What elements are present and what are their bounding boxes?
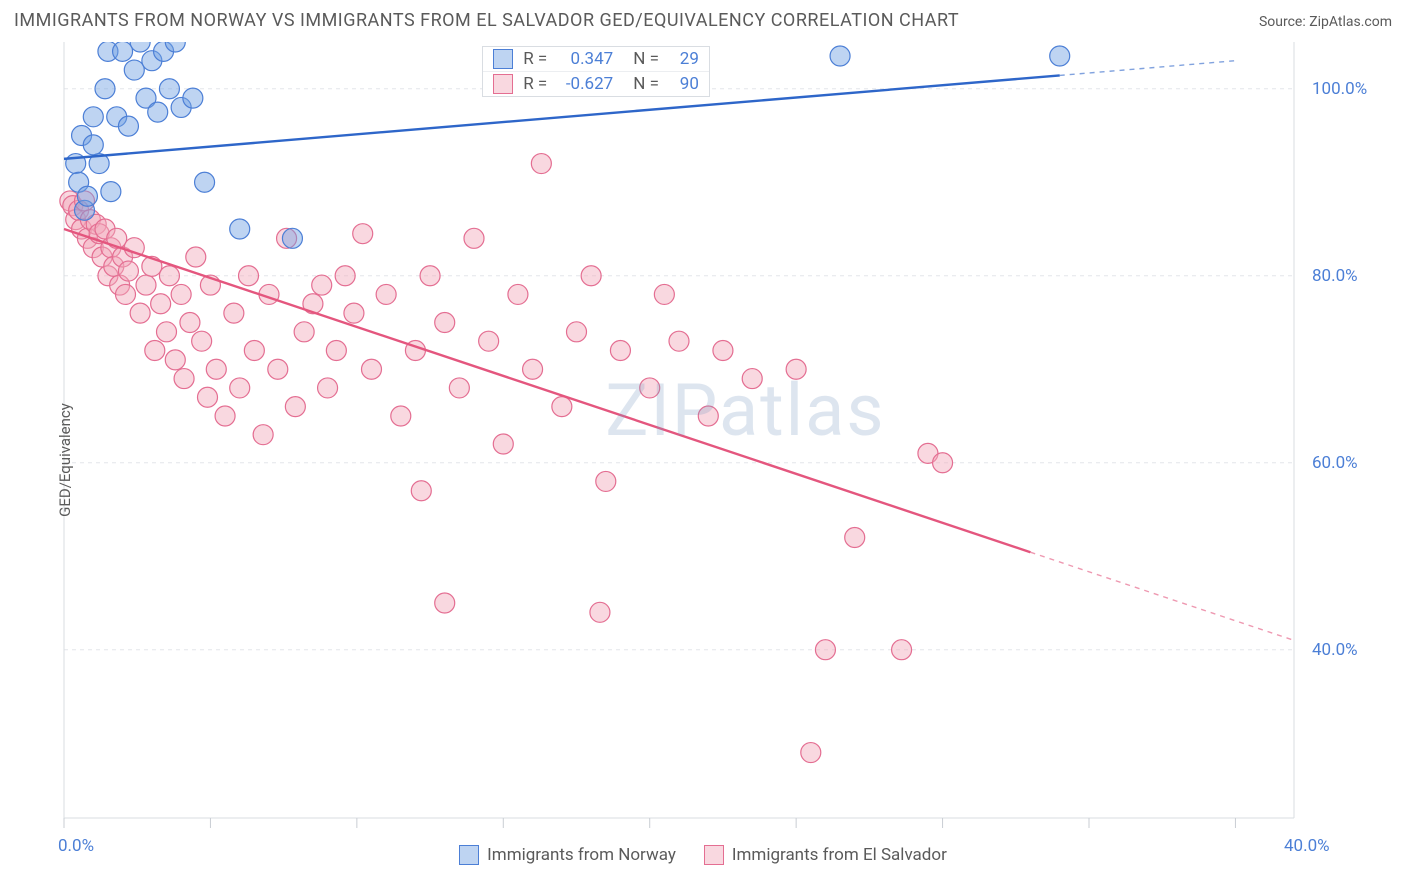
source-label: Source: ZipAtlas.com [1259, 14, 1392, 30]
legend-label-elsalvador: Immigrants from El Salvador [732, 845, 947, 865]
legend-label-norway: Immigrants from Norway [487, 845, 676, 865]
correlation-stats-box: R =0.347 N =29R =-0.627 N =90 [482, 46, 710, 97]
n-value-norway: 29 [669, 49, 699, 69]
swatch-elsalvador [493, 74, 513, 94]
y-axis-label: GED/Equivalency [56, 403, 74, 517]
y-tick-label: 80.0% [1312, 266, 1358, 286]
page-title: IMMIGRANTS FROM NORWAY VS IMMIGRANTS FRO… [14, 10, 959, 31]
scatter-chart [14, 42, 1392, 878]
y-tick-label: 100.0% [1312, 79, 1367, 99]
stats-row-elsalvador: R =-0.627 N =90 [483, 71, 709, 96]
legend: Immigrants from Norway Immigrants from El… [14, 832, 1392, 878]
n-value-elsalvador: 90 [669, 74, 699, 94]
chart-container: GED/Equivalency 40.0%60.0%80.0%100.0% ZI… [14, 42, 1392, 878]
swatch-elsalvador-legend [704, 845, 724, 865]
stats-row-norway: R =0.347 N =29 [483, 47, 709, 71]
r-value-norway: 0.347 [557, 49, 613, 69]
legend-item-elsalvador: Immigrants from El Salvador [704, 845, 947, 865]
y-tick-label: 60.0% [1312, 453, 1358, 473]
swatch-norway [493, 49, 513, 69]
r-value-elsalvador: -0.627 [557, 74, 613, 94]
y-tick-label: 40.0% [1312, 640, 1358, 660]
swatch-norway-legend [459, 845, 479, 865]
legend-item-norway: Immigrants from Norway [459, 845, 676, 865]
